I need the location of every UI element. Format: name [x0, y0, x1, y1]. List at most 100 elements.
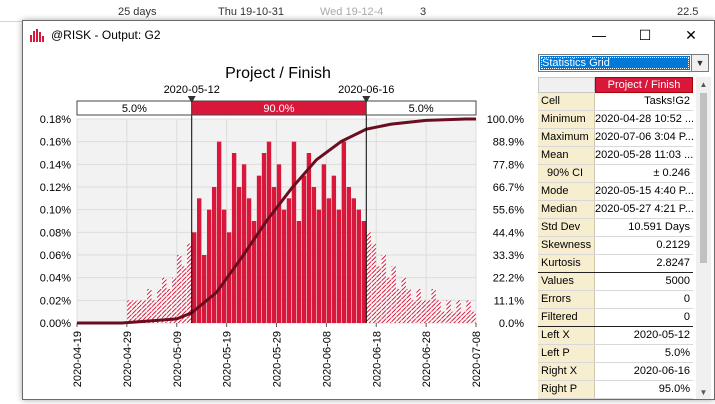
window-title: @RISK - Output: G2 — [51, 28, 161, 42]
stats-row[interactable]: Minimum 2020-04-28 10:52 ... — [538, 111, 693, 129]
stats-row-value: 2020-05-15 4:40 P... — [595, 185, 693, 197]
y-right-tick-label: 44.4% — [493, 227, 524, 239]
stats-column-header[interactable]: Project / Finish — [595, 77, 693, 93]
risk-histogram-icon — [30, 29, 44, 42]
statistics-grid-dropdown[interactable]: Statistics Grid ▼ — [538, 54, 709, 72]
histogram-bar — [396, 289, 401, 323]
y-left-tick-label: 0.16% — [40, 137, 71, 149]
histogram-bar — [271, 187, 277, 323]
histogram-bar — [406, 289, 411, 323]
histogram-bar — [286, 198, 292, 323]
x-tick-label: 2020-04-19 — [72, 331, 84, 387]
y-left-tick-label: 0.06% — [40, 250, 71, 262]
stats-row[interactable]: Right X 2020-06-16 — [538, 363, 693, 381]
distribution-chart[interactable]: 0.00% 0.02% 0.04% 0.06% 0.08% 0.10% 0.12% 0.14%… — [23, 49, 533, 401]
dropdown-selected-value: Statistics Grid — [540, 56, 690, 70]
title-bar[interactable]: @RISK - Output: G2 — ☐ ✕ — [23, 21, 714, 49]
close-button[interactable]: ✕ — [685, 26, 697, 43]
histogram-bar — [391, 266, 396, 323]
stats-row[interactable]: Mean 2020-05-28 11:03 ... — [538, 147, 693, 165]
y-left-tick-label: 0.04% — [40, 273, 71, 285]
histogram-bar — [137, 300, 142, 323]
y-right-tick-label: 100.0% — [487, 114, 525, 126]
y-right-tick-label: 22.2% — [493, 273, 524, 285]
stats-row[interactable]: 90% CI ± 0.246 — [538, 165, 693, 183]
statistics-table: Cell Tasks!G2 Minimum 2020-04-28 10:52 ... M… — [538, 93, 693, 399]
left-delimiter-label: 2020-05-12 — [164, 84, 220, 96]
histogram-bar — [326, 198, 332, 323]
stats-row[interactable]: Std Dev 10.591 Days — [538, 219, 693, 237]
histogram-bar — [411, 300, 416, 323]
stats-row[interactable]: Kurtosis 2.8247 — [538, 255, 693, 273]
left-band-percent: 5.0% — [122, 103, 147, 115]
histogram-bar — [246, 198, 252, 323]
histogram-bar — [401, 277, 406, 323]
stats-row[interactable]: Filtered 0 — [538, 309, 693, 327]
stats-row[interactable]: Left P 5.0% — [538, 345, 693, 363]
y-right-tick-label: 11.1% — [494, 295, 525, 307]
x-tick-label: 2020-06-28 — [421, 331, 433, 387]
scroll-up-icon[interactable]: ▲ — [699, 79, 708, 89]
x-tick-label: 2020-05-29 — [272, 331, 284, 387]
histogram-bar — [381, 255, 386, 323]
y-right-tick-label: 66.7% — [493, 182, 524, 194]
histogram-bar — [142, 300, 147, 323]
stats-row-label: Maximum — [538, 129, 595, 146]
histogram-bar — [241, 164, 247, 323]
histogram-bar — [157, 289, 162, 323]
histogram-bar — [376, 266, 381, 323]
stats-row-value: 2020-05-12 — [633, 329, 690, 341]
background-spreadsheet-row: 25 days Thu 19-10-31 Wed 19-12-4 3 22.5 — [0, 0, 715, 22]
histogram-bar — [162, 277, 167, 323]
histogram-bar — [311, 187, 317, 323]
histogram-bar — [331, 175, 337, 323]
y-right-tick-label: 55.6% — [493, 205, 524, 217]
stats-row[interactable]: Maximum 2020-07-06 3:04 P... — [538, 129, 693, 147]
stats-row-value: 2020-05-27 4:21 P... — [595, 203, 693, 215]
stats-row-label: Values — [538, 273, 595, 290]
scrollbar-thumb[interactable] — [700, 93, 707, 263]
x-tick-label: 2020-06-18 — [371, 331, 383, 387]
histogram-bar — [152, 300, 157, 323]
histogram-bar — [301, 175, 307, 323]
stats-row[interactable]: Mode 2020-05-15 4:40 P... — [538, 183, 693, 201]
bg-cell: 3 — [420, 6, 427, 18]
x-tick-label: 2020-05-09 — [172, 331, 184, 387]
right-delimiter-handle[interactable] — [362, 96, 371, 103]
vertical-scrollbar[interactable]: ▲ ▼ — [696, 77, 711, 399]
stats-row[interactable]: Errors 0 — [538, 291, 693, 309]
stats-row-label: Errors — [538, 291, 595, 308]
stats-row[interactable]: Skewness 0.2129 — [538, 237, 693, 255]
x-tick-label: 2020-05-19 — [222, 331, 234, 387]
stats-row[interactable]: Values 5000 — [538, 273, 693, 291]
stats-corner-cell — [538, 77, 595, 93]
stats-row[interactable]: Left X 2020-05-12 — [538, 327, 693, 345]
middle-band-percent: 90.0% — [263, 103, 294, 115]
histogram-bar — [206, 209, 212, 323]
stats-row[interactable]: Median 2020-05-27 4:21 P... — [538, 201, 693, 219]
scroll-down-icon[interactable]: ▼ — [699, 387, 708, 397]
histogram-bar — [461, 311, 466, 323]
y-left-tick-label: 0.08% — [40, 227, 71, 239]
histogram-bar — [471, 311, 476, 323]
histogram-bar — [336, 209, 342, 323]
histogram-bar — [386, 277, 391, 323]
histogram-bar — [197, 198, 202, 323]
y-left-tick-label: 0.02% — [40, 295, 71, 307]
x-tick-label: 2020-07-08 — [471, 331, 483, 387]
histogram-bar — [321, 164, 327, 323]
chevron-down-icon[interactable]: ▼ — [691, 55, 708, 71]
minimize-button[interactable]: — — [592, 27, 606, 43]
output-window: @RISK - Output: G2 — ☐ ✕ 0.00% 0.02% 0.04%… — [22, 20, 715, 400]
right-delimiter-label: 2020-06-16 — [338, 84, 394, 96]
histogram-bar — [296, 221, 302, 323]
x-tick-label: 2020-06-08 — [321, 331, 333, 387]
stats-row-label: Filtered — [538, 309, 595, 326]
stats-row[interactable]: Right P 95.0% — [538, 381, 693, 399]
maximize-button[interactable]: ☐ — [638, 26, 652, 43]
stats-row[interactable]: Cell Tasks!G2 — [538, 93, 693, 111]
chart-area[interactable]: 0.00% 0.02% 0.04% 0.06% 0.08% 0.10% 0.12% 0.14%… — [23, 49, 533, 401]
stats-row-value: 2.8247 — [656, 257, 690, 269]
stats-row-value: 10.591 Days — [628, 221, 690, 233]
left-delimiter-handle[interactable] — [187, 96, 196, 103]
